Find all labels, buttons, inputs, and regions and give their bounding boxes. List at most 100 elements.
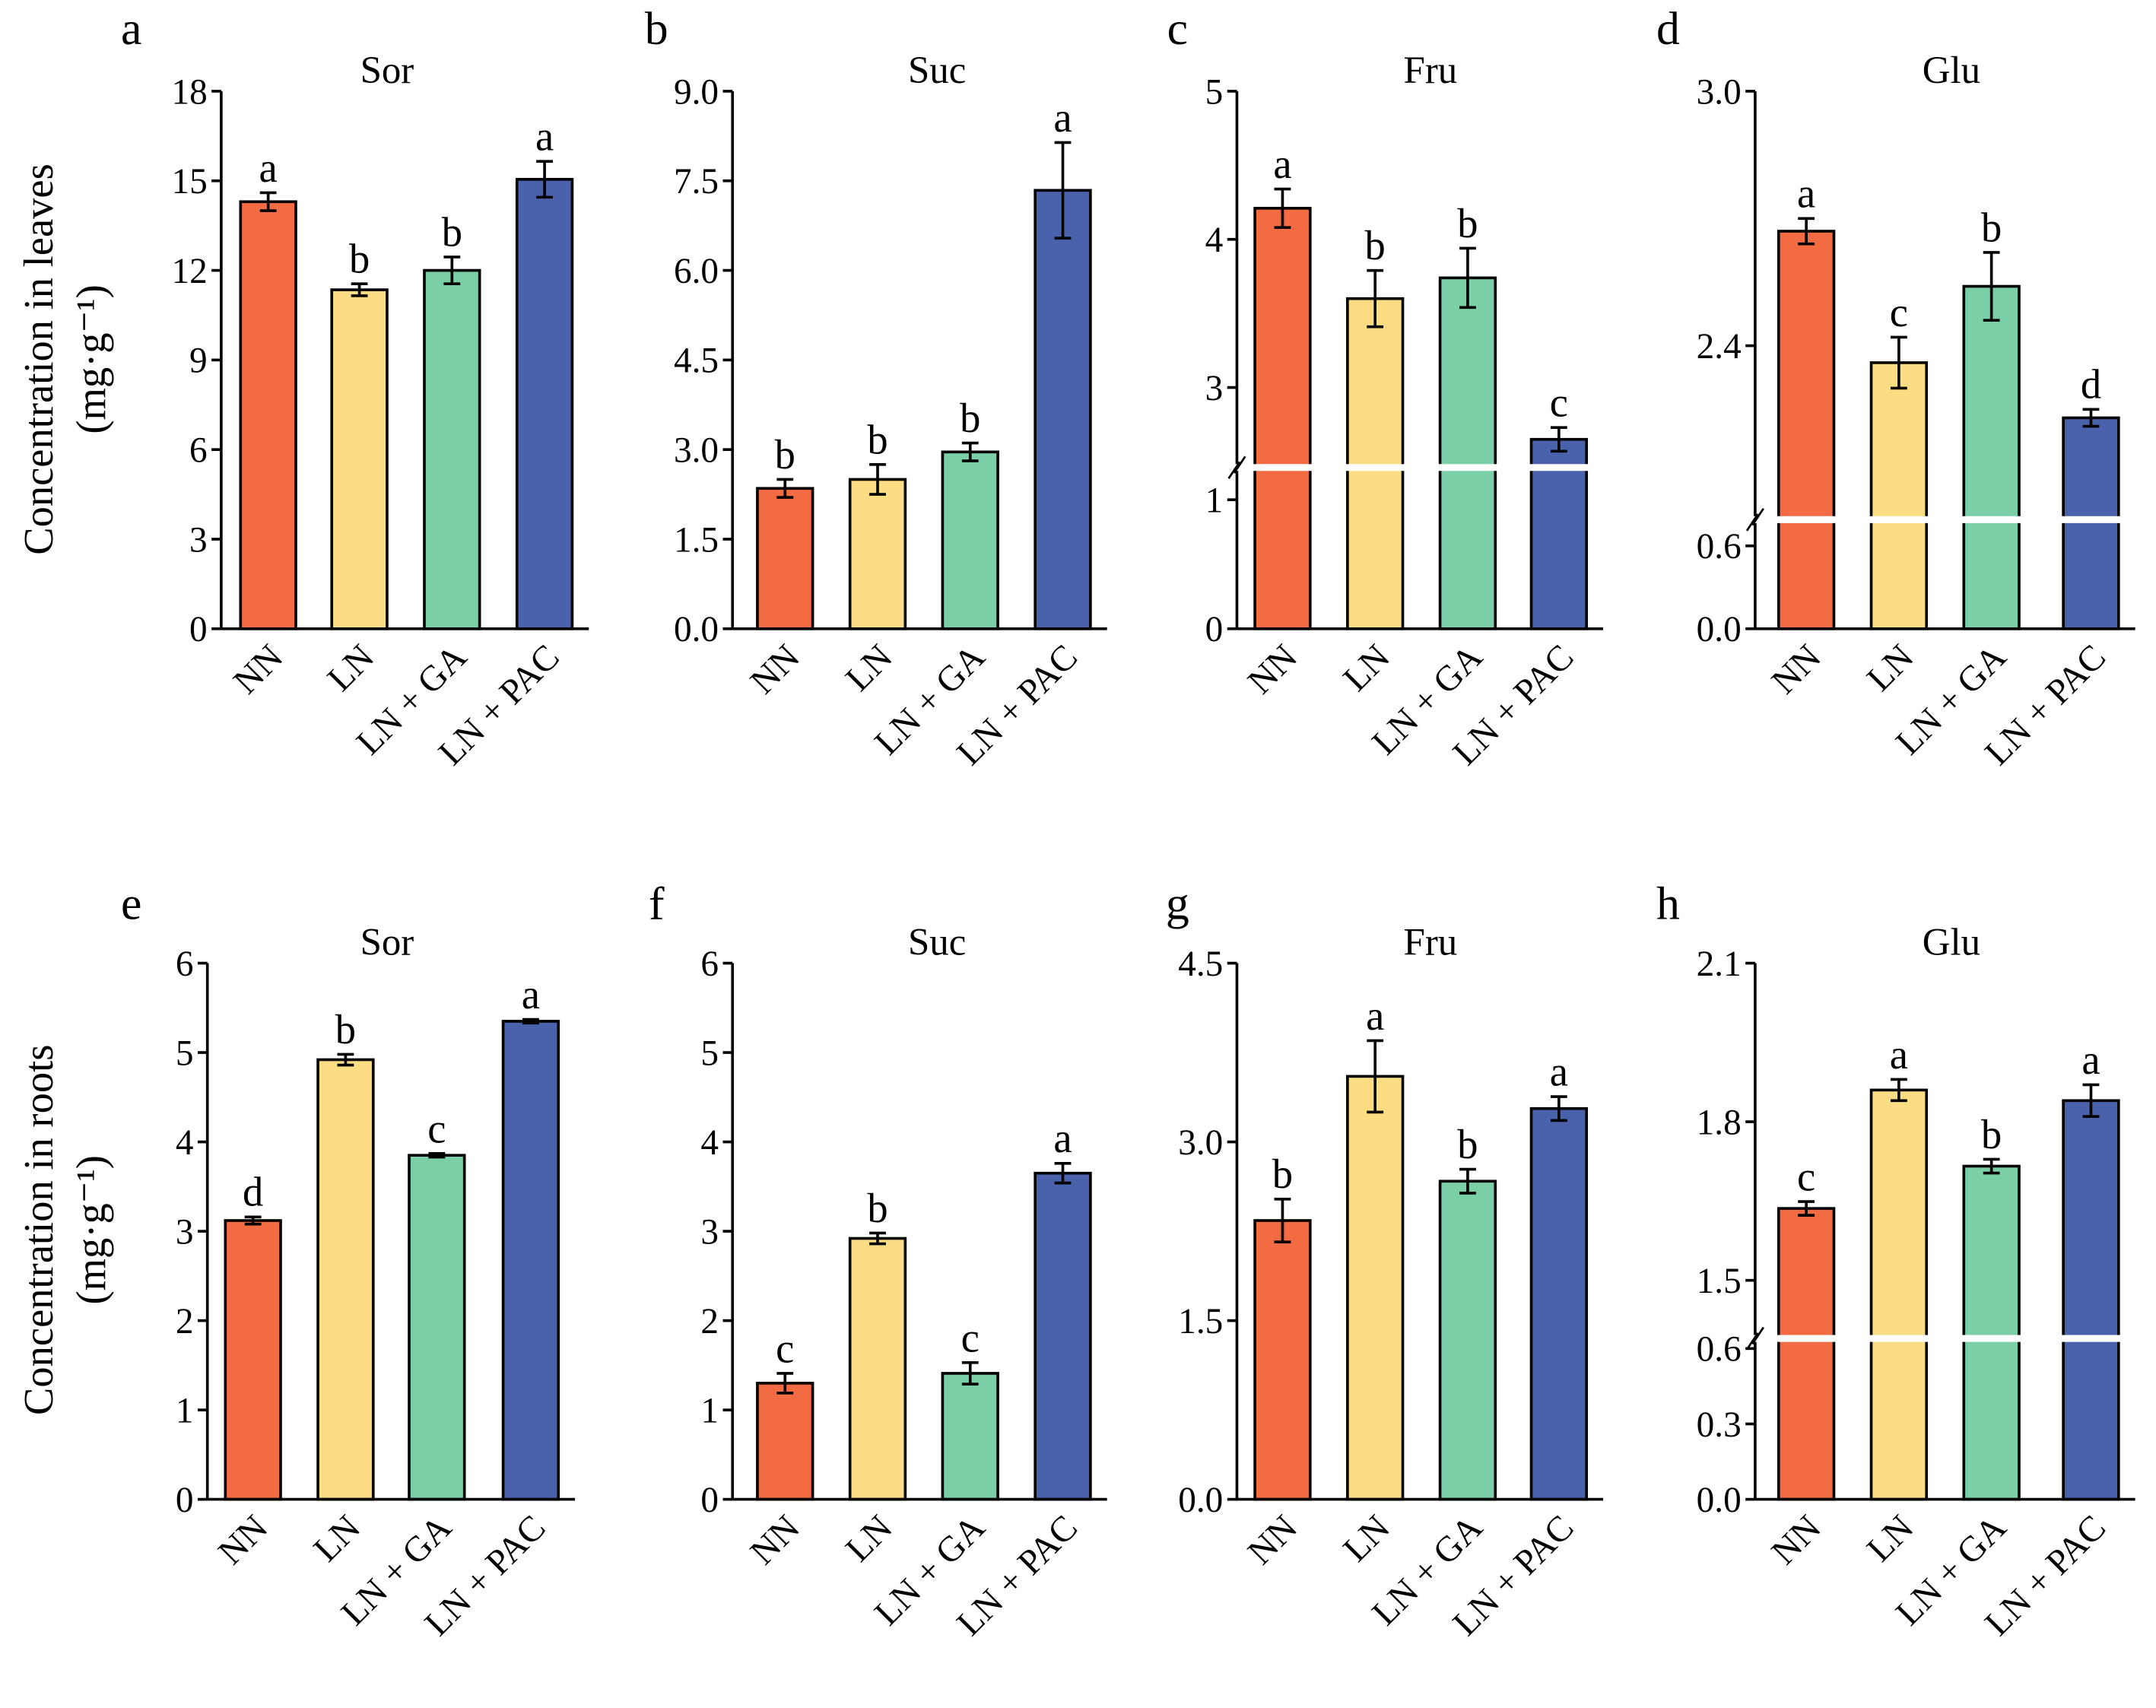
y-tick-label: 4	[700, 1123, 719, 1163]
significance-letter: c	[961, 1314, 980, 1360]
y-tick-label: 4.5	[1178, 944, 1223, 984]
bar-ln	[848, 478, 907, 630]
x-tick-label: LN	[1859, 637, 1921, 699]
panel-letter: c	[1167, 3, 1188, 55]
axis-break-mark	[1227, 461, 1241, 480]
x-tick-label: NN	[1240, 1508, 1305, 1573]
y-tick-label: 6	[700, 944, 719, 984]
significance-letter: d	[2081, 361, 2101, 408]
bar-lnga	[1438, 1179, 1497, 1501]
x-tick-label: NN	[211, 1508, 275, 1573]
panel-title: Fru	[1404, 922, 1458, 964]
x-tick-label: NN	[1764, 1508, 1829, 1573]
significance-letter: b	[960, 395, 980, 441]
bar-nn	[756, 1382, 814, 1501]
panel-title: Glu	[1923, 49, 1980, 92]
y-label-roots: Concentration in roots (mg·g⁻¹)	[15, 1045, 114, 1415]
panel-title: Fru	[1404, 49, 1458, 92]
y-tick-label: 0.0	[674, 610, 719, 649]
bar-ln	[1346, 1075, 1405, 1501]
x-tick-label: NN	[743, 1508, 808, 1573]
bar-lnpac	[515, 177, 574, 630]
y-tick-label: 6	[176, 944, 194, 984]
x-tick-label: NN	[226, 637, 291, 702]
significance-letter: c	[776, 1325, 794, 1371]
axis-break-mark	[1233, 456, 1246, 474]
bar-nn	[224, 1219, 282, 1501]
bar-lnga	[941, 450, 999, 630]
y-tick-label: 3	[700, 1212, 719, 1252]
significance-letter: a	[259, 144, 278, 191]
bar-ln	[316, 1058, 375, 1501]
bar-lnga	[941, 1372, 999, 1501]
panel-letter: f	[649, 878, 665, 929]
y-tick-label: 1	[176, 1391, 194, 1430]
y-tick-label: 2	[700, 1302, 719, 1341]
y-tick-label: 3	[189, 520, 208, 560]
bar-lnpac	[1034, 1171, 1092, 1501]
y-tick-label: 0.3	[1697, 1405, 1742, 1445]
y-label-leaves-line2: (mg·g⁻¹)	[68, 284, 114, 433]
y-tick-label: 3.0	[1697, 72, 1742, 112]
y-tick-label: 0	[176, 1481, 194, 1520]
significance-letter: b	[1981, 1111, 2002, 1157]
bar-nn	[1777, 1207, 1836, 1501]
significance-letter: a	[1053, 94, 1072, 141]
significance-letter: a	[1366, 992, 1384, 1039]
bar-lnpac	[1529, 1106, 1589, 1501]
significance-letter: b	[867, 416, 887, 462]
axis-break-mark	[1751, 508, 1764, 526]
y-tick-label: 5	[700, 1033, 719, 1073]
panel-title: Glu	[1923, 922, 1980, 964]
y-tick-label: 1.5	[1697, 1262, 1742, 1301]
bar-lnga	[423, 268, 481, 630]
y-label-leaves-line1: Concentration in leaves	[15, 163, 62, 555]
bar-nn	[1253, 207, 1312, 630]
y-tick-label: 0.0	[1178, 1481, 1223, 1520]
y-tick-label: 3	[1205, 369, 1224, 408]
y-label-leaves: Concentration in leaves (mg·g⁻¹)	[15, 163, 114, 555]
significance-letter: b	[1457, 200, 1478, 246]
bar-lnga	[1962, 1164, 2021, 1501]
axis-break-mark	[1751, 1326, 1764, 1345]
y-tick-label: 0	[189, 610, 208, 649]
significance-letter: b	[1981, 204, 2002, 250]
significance-letter: c	[1797, 1154, 1815, 1200]
significance-letter: a	[1053, 1115, 1072, 1161]
y-tick-label: 4.5	[674, 341, 719, 381]
x-tick-label: LN	[1335, 637, 1397, 699]
significance-letter: c	[427, 1105, 446, 1151]
y-tick-label: 1.5	[1178, 1302, 1223, 1341]
x-tick-label: LN	[838, 637, 900, 699]
y-label-roots-line2: (mg·g⁻¹)	[68, 1155, 114, 1304]
significance-letter: a	[1550, 1048, 1568, 1094]
bar-lnpac	[501, 1020, 560, 1501]
panel-title: Suc	[908, 922, 966, 964]
significance-letter: a	[2081, 1037, 2100, 1083]
x-tick-label: NN	[1764, 637, 1829, 702]
y-tick-label: 5	[176, 1033, 194, 1073]
y-tick-label: 6.0	[674, 252, 719, 291]
y-tick-label: 4	[1205, 221, 1224, 260]
y-tick-label: 1	[1205, 481, 1224, 521]
bar-nn	[756, 487, 814, 630]
panel-title: Sor	[360, 922, 414, 964]
bar-nn	[1777, 230, 1836, 630]
significance-letter: b	[335, 1006, 356, 1052]
x-tick-label: NN	[1240, 637, 1305, 702]
x-tick-label: LN	[306, 1508, 368, 1570]
bar-lnga	[1962, 284, 2021, 630]
y-tick-label: 9	[189, 341, 208, 381]
bar-ln	[330, 288, 389, 630]
y-tick-label: 15	[171, 162, 207, 202]
panel-letter: a	[121, 3, 141, 55]
significance-letter: a	[1273, 141, 1291, 187]
